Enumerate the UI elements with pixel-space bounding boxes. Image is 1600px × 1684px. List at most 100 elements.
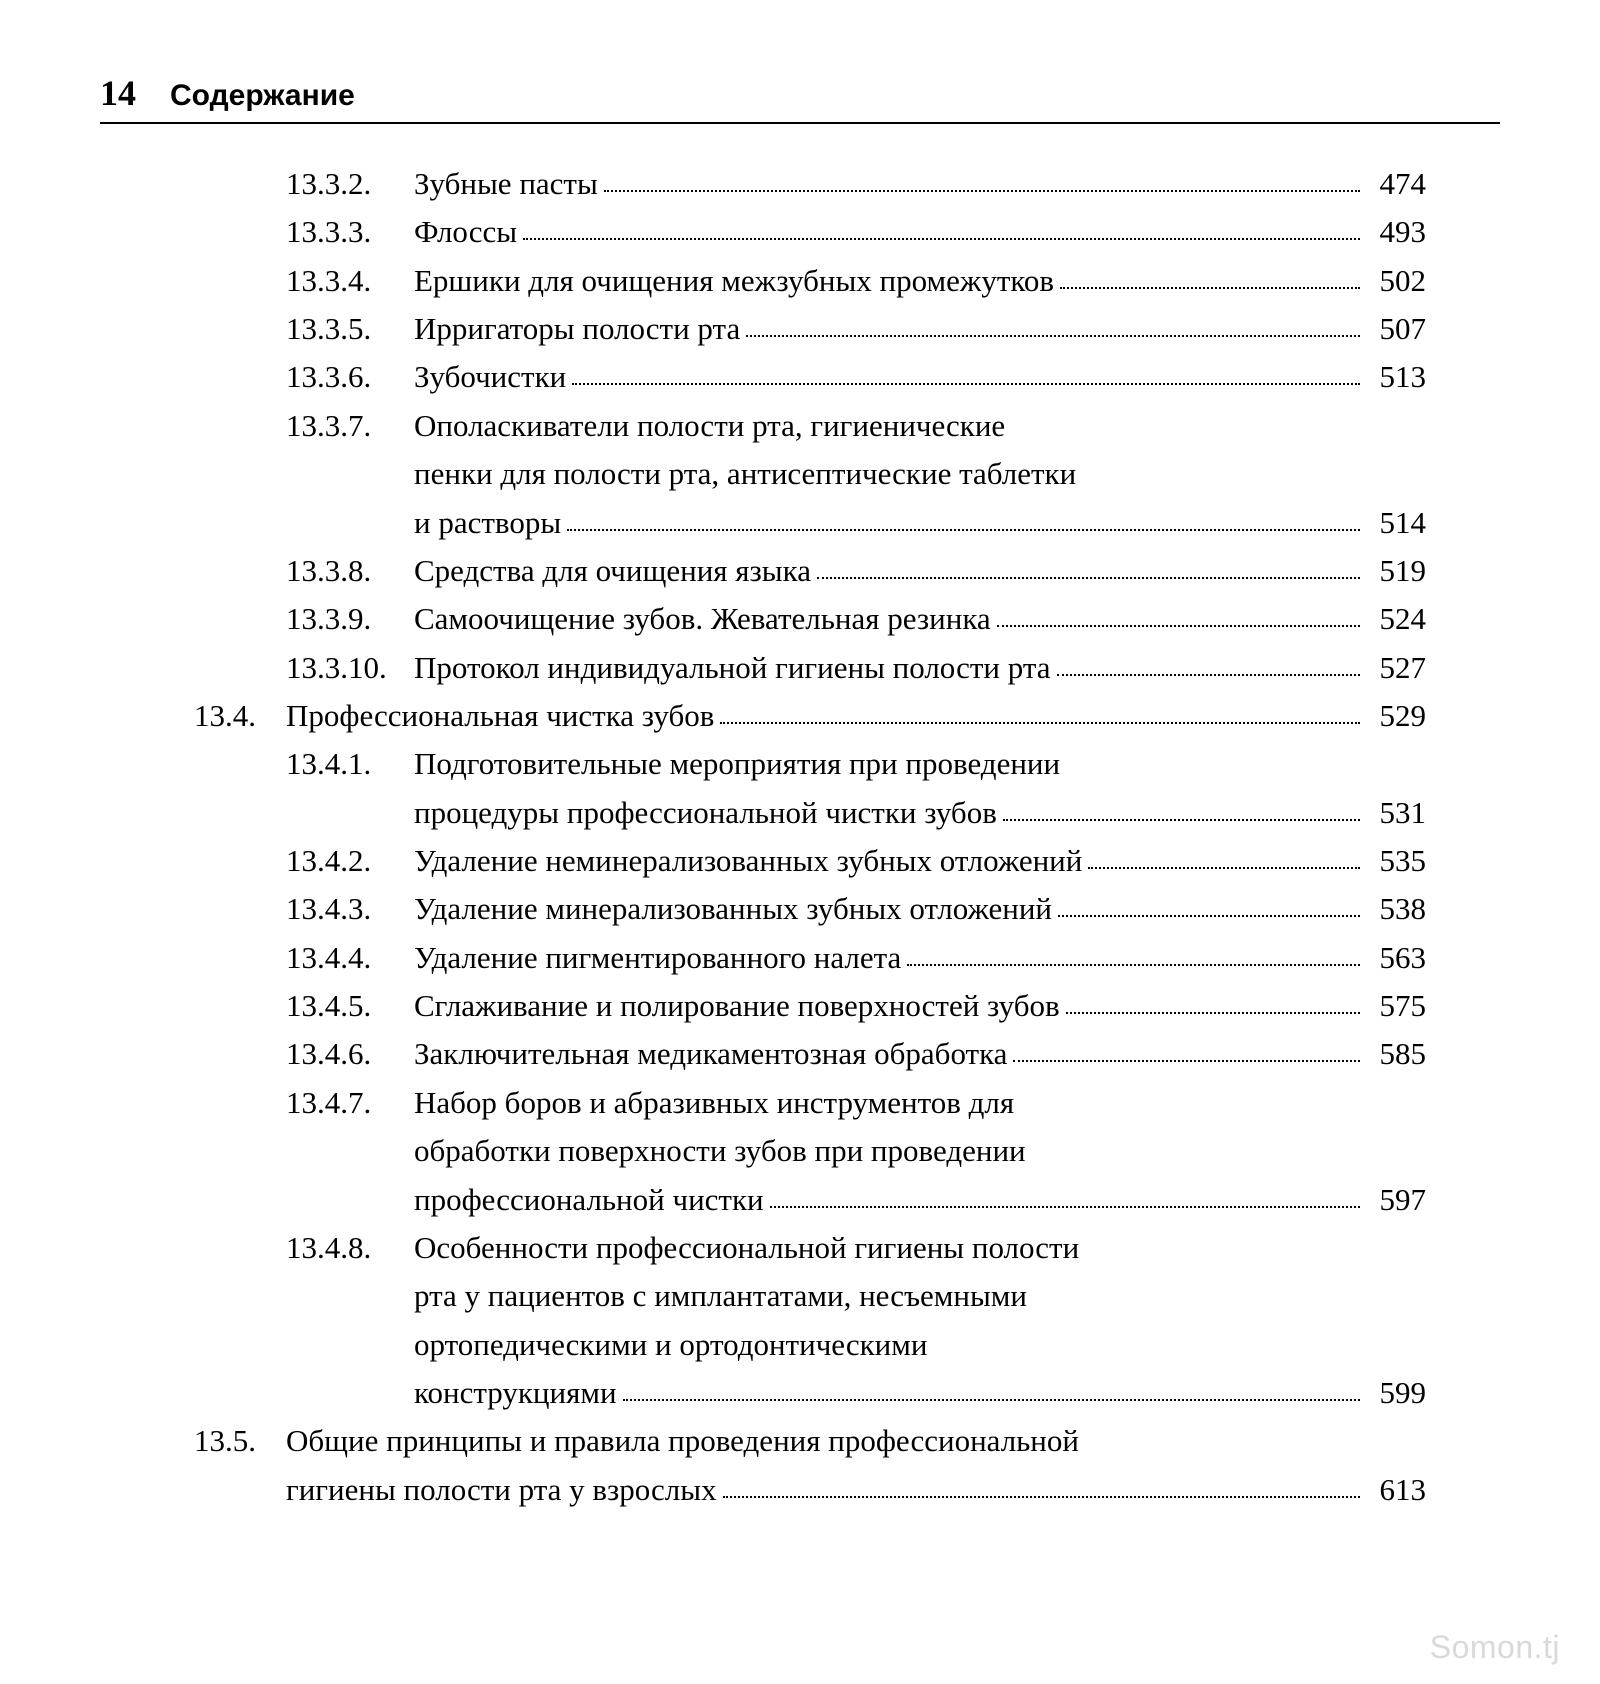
toc-row: процедуры профессиональной чистки зубов 5… xyxy=(174,789,1426,837)
toc-number: 13.5. xyxy=(194,1417,286,1465)
toc-leader xyxy=(1060,287,1360,289)
toc-number: 13.3.5. xyxy=(286,305,414,353)
toc-title: Самоочищение зубов. Жевательная резинка xyxy=(414,595,991,643)
toc-title: Средства для очищения языка xyxy=(414,547,811,595)
toc-page: 524 xyxy=(1366,595,1426,643)
toc-title: пенки для полости рта, антисептические т… xyxy=(414,450,1076,498)
toc-row: пенки для полости рта, антисептические т… xyxy=(174,450,1426,498)
toc-row: 13.4. Профессиональная чистка зубов529 xyxy=(174,692,1426,740)
toc-page: 599 xyxy=(1366,1369,1426,1417)
toc-number: 13.4.1. xyxy=(286,740,414,788)
toc-title: Набор боров и абразивных инструментов дл… xyxy=(414,1079,1014,1127)
toc-title: Флоссы xyxy=(414,208,517,256)
toc-title: ортопедическими и ортодонтическими xyxy=(414,1321,927,1369)
toc-page: 493 xyxy=(1366,208,1426,256)
toc-number: 13.4.2. xyxy=(286,837,414,885)
toc-number: 13.3.2. xyxy=(286,160,414,208)
watermark: Somon.tj xyxy=(1430,1629,1560,1666)
toc-number: 13.4.8. xyxy=(286,1224,414,1272)
toc-row: 13.4.1. Подготовительные мероприятия при… xyxy=(174,740,1426,788)
toc-title: Ершики для очищения межзубных промежутко… xyxy=(414,257,1054,305)
header-title: Содержание xyxy=(170,79,355,113)
toc-number: 13.4.3. xyxy=(286,885,414,933)
toc-number: 13.4.4. xyxy=(286,934,414,982)
toc-leader xyxy=(1066,1012,1360,1014)
toc-row: 13.5. Общие принципы и правила проведени… xyxy=(174,1417,1426,1465)
page: 14 Содержание 13.3.2. Зубные пасты47413.… xyxy=(0,0,1600,1684)
toc-row: 13.3.9. Самоочищение зубов. Жевательная … xyxy=(174,595,1426,643)
toc-leader xyxy=(567,529,1360,531)
toc-title: Удаление неминерализованных зубных отлож… xyxy=(414,837,1082,885)
toc-title: Профессиональная чистка зубов xyxy=(286,692,714,740)
toc-number: 13.4.7. xyxy=(286,1079,414,1127)
toc-row: 13.3.4. Ершики для очищения межзубных пр… xyxy=(174,257,1426,305)
toc-row: 13.4.3. Удаление минерализованных зубных… xyxy=(174,885,1426,933)
toc-leader xyxy=(770,1206,1360,1208)
toc-page: 531 xyxy=(1366,789,1426,837)
toc-row: 13.4.6. Заключительная медикаментозная о… xyxy=(174,1030,1426,1078)
toc-row: и растворы 514 xyxy=(174,499,1426,547)
toc-title: профессиональной чистки xyxy=(414,1176,764,1224)
toc-number: 13.3.10. xyxy=(286,644,414,692)
toc-row: 13.3.3. Флоссы 493 xyxy=(174,208,1426,256)
toc-page: 597 xyxy=(1366,1176,1426,1224)
toc-row: 13.3.6. Зубочистки 513 xyxy=(174,353,1426,401)
page-header: 14 Содержание xyxy=(100,72,1500,124)
toc-number: 13.3.3. xyxy=(286,208,414,256)
toc-title: Сглаживание и полирование поверхностей з… xyxy=(414,982,1060,1030)
toc-row: ортопедическими и ортодонтическими xyxy=(174,1321,1426,1369)
toc-number: 13.3.9. xyxy=(286,595,414,643)
toc-title: Зубные пасты xyxy=(414,160,598,208)
toc-row: 13.4.7. Набор боров и абразивных инструм… xyxy=(174,1079,1426,1127)
toc-row: 13.4.8. Особенности профессиональной гиг… xyxy=(174,1224,1426,1272)
toc-title: Удаление минерализованных зубных отложен… xyxy=(414,885,1052,933)
toc-title: Ирригаторы полости рта xyxy=(414,305,740,353)
toc-number: 13.3.8. xyxy=(286,547,414,595)
toc-title: Подготовительные мероприятия при проведе… xyxy=(414,740,1060,788)
toc-row: обработки поверхности зубов при проведен… xyxy=(174,1127,1426,1175)
toc-number: 13.3.6. xyxy=(286,353,414,401)
table-of-contents: 13.3.2. Зубные пасты 474 13.3.3. Флоссы 493… xyxy=(174,160,1426,1514)
toc-title: Зубочистки xyxy=(414,353,566,401)
toc-title: рта у пациентов с имплантатами, несъемны… xyxy=(414,1272,1027,1320)
toc-leader xyxy=(1058,915,1360,917)
toc-title: гигиены полости рта у взрослых xyxy=(286,1466,717,1514)
toc-leader xyxy=(907,964,1360,966)
toc-leader xyxy=(1057,674,1361,676)
toc-page: 563 xyxy=(1366,934,1426,982)
toc-row: конструкциями 599 xyxy=(174,1369,1426,1417)
toc-page: 575 xyxy=(1366,982,1426,1030)
toc-leader xyxy=(720,722,1360,724)
toc-title: конструкциями xyxy=(414,1369,617,1417)
toc-leader xyxy=(1003,819,1360,821)
toc-page: 507 xyxy=(1366,305,1426,353)
toc-row: 13.4.2. Удаление неминерализованных зубн… xyxy=(174,837,1426,885)
toc-leader xyxy=(997,625,1360,627)
toc-number: 13.4.6. xyxy=(286,1030,414,1078)
toc-leader xyxy=(604,190,1360,192)
toc-row: профессиональной чистки 597 xyxy=(174,1176,1426,1224)
toc-row: 13.3.2. Зубные пасты 474 xyxy=(174,160,1426,208)
toc-number: 13.4. xyxy=(194,692,286,740)
toc-page: 538 xyxy=(1366,885,1426,933)
toc-leader xyxy=(523,238,1360,240)
toc-leader xyxy=(817,577,1360,579)
toc-leader xyxy=(1088,867,1360,869)
toc-leader xyxy=(746,335,1360,337)
toc-row: 13.3.10. Протокол индивидуальной гигиены… xyxy=(174,644,1426,692)
toc-page: 474 xyxy=(1366,160,1426,208)
toc-page: 514 xyxy=(1366,499,1426,547)
toc-page: 585 xyxy=(1366,1030,1426,1078)
toc-number: 13.3.7. xyxy=(286,402,414,450)
toc-title: процедуры профессиональной чистки зубов xyxy=(414,789,997,837)
toc-page: 519 xyxy=(1366,547,1426,595)
toc-title: Заключительная медикаментозная обработка xyxy=(414,1030,1007,1078)
toc-page: 513 xyxy=(1366,353,1426,401)
toc-row: 13.3.5. Ирригаторы полости рта 507 xyxy=(174,305,1426,353)
toc-number: 13.3.4. xyxy=(286,257,414,305)
toc-page: 502 xyxy=(1366,257,1426,305)
toc-row: рта у пациентов с имплантатами, несъемны… xyxy=(174,1272,1426,1320)
toc-title: Удаление пигментированного налета xyxy=(414,934,901,982)
toc-title: и растворы xyxy=(414,499,561,547)
toc-page: 613 xyxy=(1366,1466,1426,1514)
